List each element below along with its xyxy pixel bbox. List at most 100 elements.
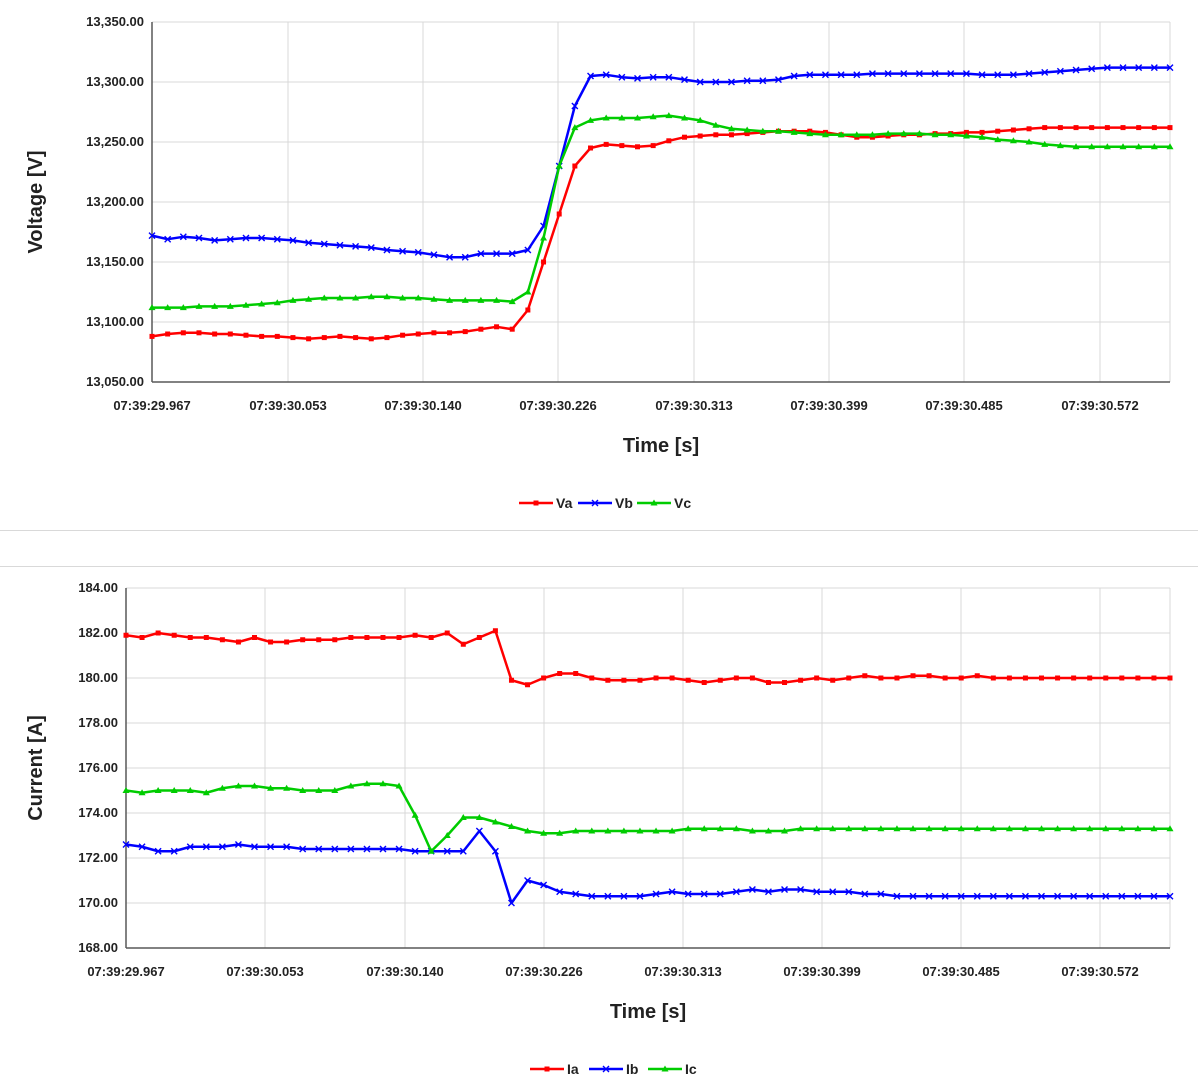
current-point-ic — [556, 829, 564, 836]
voltage-x-tick-label: 07:39:30.485 — [925, 398, 1002, 413]
voltage-point-va — [149, 333, 155, 339]
voltage-point-vb — [587, 72, 595, 80]
voltage-point-vb — [915, 70, 923, 78]
voltage-point-vb — [211, 236, 219, 244]
voltage-point-vc — [759, 127, 767, 134]
current-x-tick-label: 07:39:30.485 — [922, 964, 999, 979]
current-point-ib — [604, 892, 612, 900]
current-point-ic — [1102, 825, 1110, 832]
voltage-point-vb — [461, 253, 469, 261]
voltage-point-vc — [587, 116, 595, 123]
current-point-ia — [428, 635, 434, 640]
current-point-ib — [636, 892, 644, 900]
voltage-point-vb — [962, 70, 970, 78]
voltage-point-vc — [1088, 143, 1096, 150]
voltage-y-tick-label: 13,200.00 — [86, 194, 144, 209]
voltage-point-vc — [414, 294, 422, 301]
current-point-ib — [138, 843, 146, 851]
voltage-point-va — [588, 145, 594, 151]
current-point-ic — [1054, 825, 1062, 832]
current-point-ic — [925, 825, 933, 832]
current-point-ia — [444, 630, 450, 636]
current-point-ia — [460, 641, 466, 647]
voltage-point-vb — [524, 246, 532, 254]
current-legend-label: Ib — [626, 1061, 638, 1077]
current-point-ia — [1087, 675, 1093, 681]
voltage-chart-svg: 13,350.00 13,300.00 13,250.00 13,200.00 13,1… — [25, 14, 1174, 511]
voltage-point-vc — [383, 293, 391, 300]
current-point-ia — [300, 637, 306, 643]
current-point-ia — [364, 635, 370, 640]
voltage-point-vc — [508, 298, 516, 305]
current-point-ia — [219, 637, 225, 643]
current-point-ic — [411, 811, 419, 818]
current-point-ia — [749, 675, 755, 681]
voltage-point-va — [995, 128, 1001, 134]
voltage-point-vb — [289, 236, 297, 244]
current-point-ib — [957, 892, 965, 900]
current-point-ic — [909, 825, 917, 832]
voltage-point-vb — [1041, 68, 1049, 76]
current-point-ia — [1022, 675, 1028, 681]
current-point-ia — [765, 680, 771, 685]
current-y-tick-label: 172.00 — [78, 850, 118, 865]
current-y-tick-label: 182.00 — [78, 625, 118, 640]
current-point-ia — [251, 635, 257, 640]
current-point-ic — [1150, 825, 1158, 832]
voltage-point-vb — [868, 70, 876, 78]
current-point-ib — [845, 888, 853, 896]
voltage-point-vb — [367, 244, 375, 252]
current-point-ic — [781, 827, 789, 834]
current-point-ia — [669, 675, 675, 681]
current-point-ic — [363, 780, 371, 787]
current-point-ia — [203, 635, 209, 640]
current-point-ia — [525, 682, 531, 688]
voltage-point-va — [353, 335, 359, 341]
voltage-legend-label: Vb — [615, 495, 633, 511]
current-legend-label: Ia — [567, 1061, 579, 1077]
voltage-point-vc — [1150, 143, 1158, 150]
current-point-ib — [668, 888, 676, 896]
current-point-ic — [797, 825, 805, 832]
voltage-point-va — [713, 132, 719, 138]
current-point-ib — [732, 888, 740, 896]
voltage-point-vc — [727, 125, 735, 132]
current-point-ia — [1039, 675, 1045, 681]
voltage-point-va — [227, 331, 233, 337]
current-point-ia — [123, 632, 129, 638]
current-y-tick-label: 170.00 — [78, 895, 118, 910]
voltage-point-vc — [1166, 143, 1174, 150]
voltage-point-vb — [978, 71, 986, 79]
voltage-point-va — [619, 143, 625, 149]
current-point-ic — [1070, 825, 1078, 832]
voltage-point-va — [494, 324, 500, 330]
voltage-legend-swatch-marker — [650, 499, 658, 506]
voltage-point-vb — [179, 233, 187, 241]
current-point-ib — [250, 843, 258, 851]
voltage-x-tick-label: 07:39:30.399 — [790, 398, 867, 413]
current-point-ib — [941, 892, 949, 900]
voltage-point-va — [212, 331, 218, 337]
voltage-point-vb — [336, 241, 344, 249]
voltage-point-vc — [790, 128, 798, 135]
current-point-ib — [700, 890, 708, 898]
current-point-ib — [1150, 892, 1158, 900]
voltage-point-vc — [743, 126, 751, 133]
current-point-ia — [573, 671, 579, 676]
current-point-ib — [524, 877, 532, 884]
voltage-point-va — [541, 259, 547, 265]
voltage-point-vb — [446, 253, 454, 261]
current-point-ib — [748, 886, 756, 893]
current-point-ia — [685, 677, 691, 683]
current-point-ib — [507, 899, 515, 907]
current-point-ic — [700, 825, 708, 832]
voltage-point-vb — [1150, 64, 1158, 72]
voltage-point-vb — [1135, 64, 1143, 72]
current-point-ia — [380, 635, 386, 640]
current-point-ia — [942, 675, 948, 681]
voltage-point-vb — [164, 235, 172, 243]
current-x-axis-label: Time [s] — [610, 1001, 686, 1023]
current-point-ic — [764, 827, 772, 834]
voltage-point-va — [666, 138, 672, 144]
voltage-y-tick-label: 13,350.00 — [86, 14, 144, 29]
